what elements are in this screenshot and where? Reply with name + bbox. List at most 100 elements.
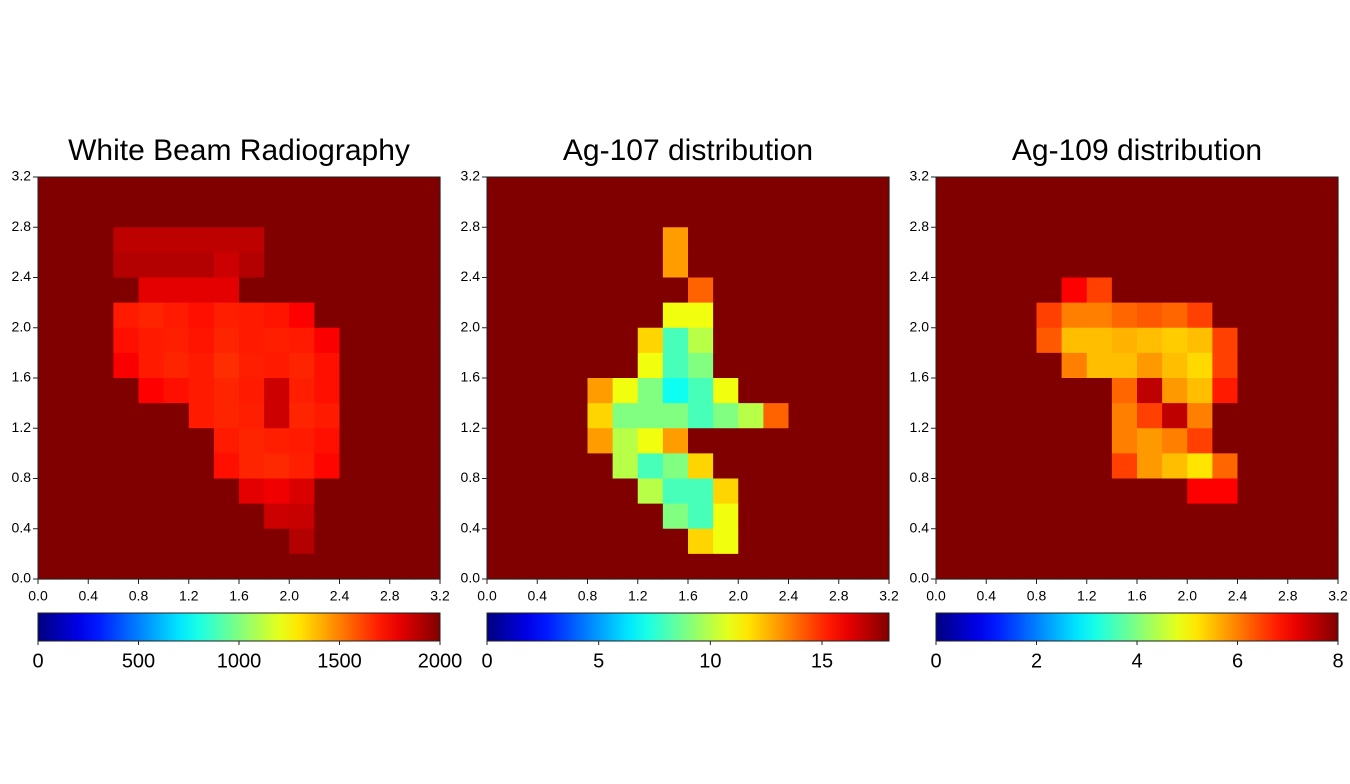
heat-cell [339,378,366,404]
heat-cell [487,453,513,480]
heat-cell [1111,453,1138,480]
heat-cell [264,177,290,203]
heat-cell [1086,478,1113,505]
colorbar-tick-label: 0 [32,650,43,672]
heat-cell [662,378,689,404]
heat-cell [289,302,315,329]
heat-cell [163,428,190,454]
heat-cell [738,503,764,530]
heat-cell [1061,528,1088,555]
heat-cell [1187,302,1213,329]
heat-cell [936,478,962,505]
heat-cell [364,327,391,354]
heat-cell [637,503,664,530]
heat-cell [163,503,190,530]
heat-cell [1237,177,1264,203]
heat-cell [863,327,890,354]
heat-cell [986,177,1012,203]
heat-cell [813,277,840,304]
heat-cell [1086,528,1113,555]
heat-cell [612,202,639,228]
y-tick-label: 0.4 [910,519,930,535]
heat-cell [738,352,764,379]
heat-cell [38,378,64,404]
heat-cell [163,302,190,329]
heat-cell [863,403,890,429]
heat-cell [1036,378,1063,404]
heat-cell [1011,553,1038,580]
heat-cell [662,503,689,530]
y-tick-label: 0.0 [461,570,481,586]
heat-cell [487,202,513,228]
heat-cell [512,227,538,253]
heat-cell [587,252,614,279]
heat-cell [813,428,840,454]
heat-cell [1061,378,1088,404]
heat-cell [1262,277,1289,304]
x-tick-label: 2.0 [280,588,300,604]
heat-cell [512,503,538,530]
x-tick-label: 2.0 [1178,588,1198,604]
colorbar-tick-label: 0 [930,650,941,672]
heat-cell [1312,177,1339,203]
heat-cell [113,327,140,354]
heat-cell [1287,503,1314,530]
heat-cell [1312,528,1339,555]
heat-cell [587,202,614,228]
heat-cell [1036,553,1063,580]
heat-cell [662,252,689,279]
heat-cell [537,503,563,530]
heat-cell [1187,478,1213,505]
heat-cell [1287,378,1314,404]
heat-cell [1187,252,1213,279]
colorbar [935,612,1339,642]
heat-cell [863,478,890,505]
heat-cell [1011,302,1038,329]
colorbar [486,612,890,642]
y-tick-label: 2.0 [461,318,481,334]
heat-cell [213,478,240,505]
heat-cell [662,302,689,329]
heat-cell [1187,528,1213,555]
heat-cell [1011,252,1038,279]
heat-cell [813,252,840,279]
heat-cell [713,352,739,379]
heat-cell [813,378,840,404]
heat-cell [1111,227,1138,253]
heat-cell [88,327,114,354]
heat-cell [339,352,366,379]
x-tick-label: 0.4 [528,588,548,604]
y-tick-label: 2.8 [910,218,930,234]
heat-cell [213,252,240,279]
heat-cell [188,252,215,279]
heat-cell [562,428,589,454]
y-tick-label: 0.0 [12,570,32,586]
heat-cell [487,327,513,354]
heat-cell [239,302,265,329]
heat-cell [1287,478,1314,505]
heat-cell [738,302,764,329]
heat-cell [1036,277,1063,304]
heat-cell [339,177,366,203]
heat-cell [487,378,513,404]
heat-cell [838,252,865,279]
heat-cell [662,478,689,505]
heat-cell [1287,428,1314,454]
heat-cell [63,378,89,404]
heat-cell [1011,327,1038,354]
heat-cell [562,252,589,279]
heat-cell [1036,352,1063,379]
heat-cell [314,227,341,253]
heat-cell [138,277,165,304]
heat-cell [414,327,441,354]
heat-cell [1137,277,1163,304]
heat-cell [537,378,563,404]
heat-cell [562,378,589,404]
x-tick-label: 2.8 [829,588,849,604]
y-tick-label: 0.8 [12,469,32,485]
heat-cell [1137,352,1163,379]
heat-cell [38,503,64,530]
heat-cell [562,327,589,354]
heat-cell [1312,378,1339,404]
heat-cell [113,453,140,480]
